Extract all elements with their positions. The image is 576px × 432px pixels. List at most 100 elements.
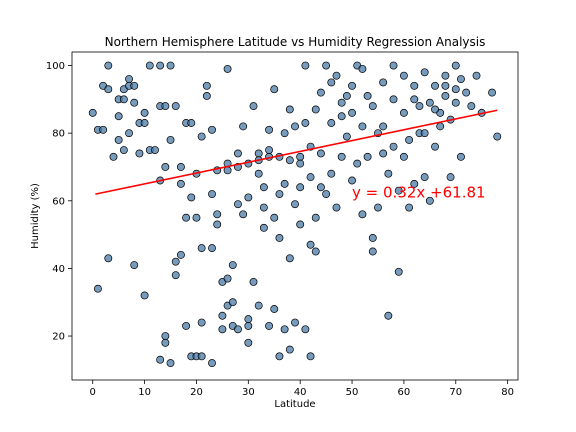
data-point — [104, 254, 113, 263]
data-point — [270, 213, 279, 222]
y-tick-label: 20 — [52, 332, 65, 343]
data-point — [208, 359, 216, 368]
data-point — [265, 321, 274, 330]
data-point — [104, 85, 113, 94]
data-point — [197, 244, 206, 253]
data-point — [161, 102, 170, 111]
data-point — [410, 179, 419, 188]
data-point — [332, 71, 341, 80]
data-point — [145, 61, 154, 70]
data-point — [327, 169, 336, 178]
data-point — [306, 240, 315, 249]
data-point — [451, 98, 460, 107]
data-point — [275, 190, 284, 198]
data-point — [88, 108, 97, 117]
data-point — [316, 149, 325, 158]
data-point — [161, 332, 170, 340]
data-point — [451, 61, 460, 70]
data-point — [176, 163, 185, 171]
data-point — [342, 92, 351, 100]
data-point — [363, 152, 372, 161]
data-point — [171, 271, 180, 280]
x-tick-label: 10 — [138, 387, 151, 398]
data-point — [399, 108, 408, 117]
data-point — [130, 81, 139, 90]
data-point — [130, 261, 139, 269]
data-point — [379, 149, 388, 158]
data-point — [208, 125, 216, 134]
data-point — [109, 152, 118, 161]
data-point — [119, 95, 128, 104]
data-point — [166, 61, 175, 70]
data-point — [415, 102, 424, 111]
data-point — [171, 257, 180, 266]
data-point — [493, 132, 502, 141]
data-point — [431, 142, 439, 151]
data-point — [379, 122, 388, 131]
x-tick-label: 30 — [242, 387, 255, 398]
data-point — [311, 213, 320, 222]
data-point — [171, 102, 180, 111]
data-point — [259, 223, 268, 232]
data-point — [151, 146, 159, 155]
data-point — [119, 146, 128, 155]
data-point — [348, 176, 356, 185]
data-point — [384, 169, 393, 178]
data-point — [213, 210, 222, 219]
data-point — [337, 98, 346, 107]
data-point — [405, 203, 414, 212]
data-point — [280, 325, 289, 334]
data-point — [140, 119, 149, 127]
data-point — [156, 355, 165, 364]
data-point — [316, 183, 325, 192]
data-point — [327, 78, 336, 87]
data-point — [399, 71, 408, 80]
data-point — [348, 108, 356, 117]
data-point — [239, 122, 248, 131]
data-point — [125, 129, 134, 138]
data-point — [327, 119, 336, 127]
data-point — [197, 318, 206, 327]
data-point — [114, 135, 123, 144]
data-point — [420, 129, 429, 138]
data-point — [125, 75, 134, 84]
y-tick-label: 40 — [52, 264, 65, 275]
data-point — [431, 81, 439, 90]
data-point — [296, 183, 305, 192]
data-point — [389, 61, 398, 70]
x-tick-label: 70 — [449, 387, 462, 398]
data-point — [358, 64, 367, 73]
data-point — [379, 78, 388, 87]
data-point — [114, 112, 123, 121]
data-point — [337, 152, 346, 161]
plot-area — [72, 52, 518, 380]
data-point — [187, 193, 196, 202]
data-point — [265, 146, 274, 155]
data-point — [332, 203, 341, 212]
data-point — [306, 352, 315, 361]
regression-equation: y = 0.32x +61.81 — [352, 183, 486, 201]
data-point — [223, 64, 232, 73]
data-point — [311, 247, 320, 256]
data-point — [197, 352, 206, 361]
data-point — [311, 105, 320, 114]
data-point — [285, 254, 294, 263]
data-point — [244, 338, 253, 347]
data-point — [239, 210, 248, 219]
points-layer — [88, 61, 502, 368]
data-point — [104, 61, 113, 70]
data-point — [451, 85, 460, 94]
data-point — [399, 152, 408, 161]
data-point — [353, 159, 362, 168]
data-point — [301, 325, 310, 334]
data-point — [368, 247, 377, 256]
data-point — [316, 88, 325, 97]
data-point — [254, 149, 263, 158]
chart-title: Northern Hemisphere Latitude vs Humidity… — [105, 35, 486, 49]
data-point — [270, 305, 279, 313]
data-point — [322, 61, 331, 70]
data-point — [348, 81, 356, 90]
data-point — [457, 152, 465, 161]
data-point — [275, 234, 284, 242]
